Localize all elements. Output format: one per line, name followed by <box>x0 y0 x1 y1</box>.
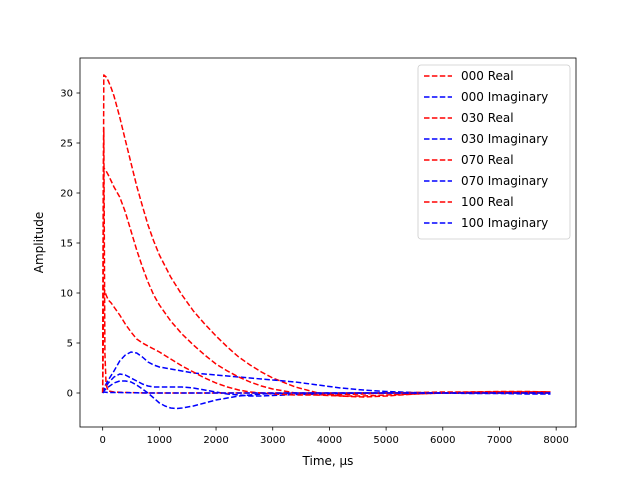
legend-label: 000 Real <box>461 69 514 83</box>
legend-label: 070 Real <box>461 153 514 167</box>
legend-label: 030 Imaginary <box>461 132 548 146</box>
y-tick-label: 15 <box>60 239 73 250</box>
x-tick-label: 6000 <box>430 435 455 446</box>
legend-label: 030 Real <box>461 111 514 125</box>
y-tick-label: 0 <box>67 389 73 400</box>
y-axis-label: Amplitude <box>32 212 46 274</box>
plot-frame <box>79 57 577 428</box>
legend-box <box>417 64 571 240</box>
y-tick-label: 5 <box>67 339 73 350</box>
x-tick-label: 1000 <box>147 435 172 446</box>
y-axis-ticks: 0 5 10 15 20 25 30 <box>60 89 80 400</box>
y-tick-label: 25 <box>60 139 73 150</box>
legend: 000 Real 000 Imaginary 030 Real 030 Imagina… <box>417 64 571 240</box>
x-tick-label: 4000 <box>317 435 342 446</box>
series-line-100-real <box>101 127 551 394</box>
series-line-070-real <box>101 287 551 396</box>
x-tick-label: 0 <box>99 435 105 446</box>
legend-label: 070 Imaginary <box>461 174 548 188</box>
x-tick-label: 3000 <box>260 435 285 446</box>
legend-label: 000 Imaginary <box>461 90 548 104</box>
plot-lines <box>101 74 551 410</box>
x-tick-label: 8000 <box>543 435 568 446</box>
legend-label: 100 Real <box>461 195 514 209</box>
series-line-100-imaginary <box>102 391 551 394</box>
series-line-030-real <box>101 167 551 397</box>
y-tick-label: 20 <box>60 189 73 200</box>
x-tick-label: 7000 <box>487 435 512 446</box>
x-tick-label: 5000 <box>373 435 398 446</box>
x-axis-label: Time, µs <box>302 454 354 468</box>
y-tick-label: 10 <box>60 289 73 300</box>
y-tick-label: 30 <box>60 89 73 100</box>
legend-label: 100 Imaginary <box>461 216 548 230</box>
x-tick-label: 2000 <box>203 435 228 446</box>
x-axis-ticks: 0 1000 2000 3000 4000 5000 6000 7000 8000 <box>99 427 569 446</box>
